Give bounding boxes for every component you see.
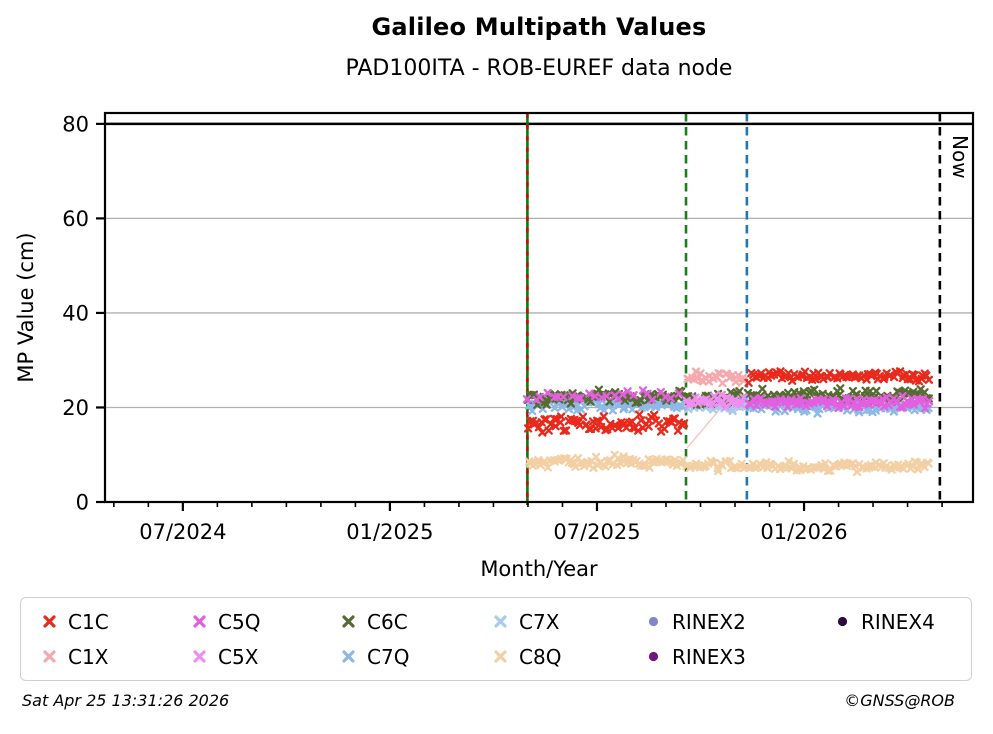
footer: Sat Apr 25 13:31:26 2026 ©GNSS@ROB <box>0 691 993 710</box>
scatter-points-c1c <box>523 410 689 437</box>
series-c8q <box>524 450 933 477</box>
y-tick-label: 0 <box>76 491 89 515</box>
c7q-marker-icon <box>342 650 355 663</box>
legend-item-c6c: C6C <box>341 612 493 632</box>
y-tick-label: 40 <box>62 301 89 325</box>
scatter-points-c1c <box>744 367 934 387</box>
rinex4-marker-icon <box>837 616 848 627</box>
scatter-points-c1x <box>683 367 749 388</box>
legend-item-rinex4: RINEX4 <box>835 612 971 632</box>
plot-frame <box>103 111 975 504</box>
legend: C1C C1X C5Q C5X C6C C7Q C7X C8Q RINEX2 RINEX3 RINE… <box>20 597 972 681</box>
legend-label-c5q: C5Q <box>218 609 261 634</box>
scatter-points-c5x <box>682 390 748 411</box>
legend-item-rinex3: RINEX3 <box>646 647 835 667</box>
c7x-marker-icon <box>494 615 507 628</box>
chart-title: Galileo Multipath Values <box>371 13 707 41</box>
legend-label-c6c: C6C <box>367 609 408 634</box>
series-c5x <box>682 390 748 411</box>
legend-item-c7x: C7X <box>493 612 646 632</box>
legend-label-c5x: C5X <box>218 644 259 669</box>
legend-label-rinex2: RINEX2 <box>672 609 746 634</box>
legend-item-c1c: C1C <box>42 612 192 632</box>
legend-label-c7x: C7X <box>519 609 560 634</box>
c1x-marker-icon <box>43 650 56 663</box>
c5q-marker-icon <box>193 615 206 628</box>
y-tick-label: 60 <box>62 207 89 231</box>
y-axis-title: MP Value (cm) <box>14 232 38 382</box>
y-tick-label: 20 <box>62 396 89 420</box>
scatter-points-c5q <box>744 392 934 413</box>
legend-label-c7q: C7Q <box>367 644 410 669</box>
legend-item-rinex2: RINEX2 <box>646 612 835 632</box>
x-axis-title: Month/Year <box>480 557 598 581</box>
c1c-marker-icon <box>43 615 56 628</box>
x-tick-label: 01/2026 <box>760 520 847 544</box>
legend-label-rinex3: RINEX3 <box>672 644 746 669</box>
legend-item-c5q: C5Q <box>192 612 341 632</box>
rinex3-marker-icon <box>648 651 659 662</box>
series-c1x <box>683 367 749 388</box>
c5x-marker-icon <box>193 650 206 663</box>
c6c-marker-icon <box>342 615 355 628</box>
scatter-points-c8q <box>524 450 688 473</box>
plot-svg: Now 0 20 40 60 80 07/2024 01/2025 07/2025 01/2026… <box>14 111 975 581</box>
scatter-points-c8q <box>744 457 933 477</box>
legend-label-c1x: C1X <box>68 644 109 669</box>
now-label: Now <box>948 135 972 179</box>
x-tick-label: 07/2024 <box>139 520 226 544</box>
scatter-points-c5q <box>522 386 684 405</box>
legend-item-c5x: C5X <box>192 647 341 667</box>
legend-label-c1c: C1C <box>68 609 109 634</box>
series-c5q <box>522 386 934 413</box>
legend-item-c1x: C1X <box>42 647 192 667</box>
copyright: ©GNSS@ROB <box>844 691 955 710</box>
series-c1c <box>523 367 934 437</box>
legend-item-c7q: C7Q <box>341 647 493 667</box>
timestamp: Sat Apr 25 13:31:26 2026 <box>22 691 230 710</box>
legend-label-c8q: C8Q <box>519 644 562 669</box>
legend-item-c8q: C8Q <box>493 647 646 667</box>
y-tick-label: 80 <box>62 112 89 136</box>
x-tick-label: 07/2025 <box>553 520 640 544</box>
x-tick-label: 01/2025 <box>346 520 433 544</box>
legend-label-rinex4: RINEX4 <box>861 609 935 634</box>
chart-subtitle: PAD100ITA - ROB-EUREF data node <box>345 56 733 81</box>
rinex2-marker-icon <box>648 616 659 627</box>
c8q-marker-icon <box>494 650 507 663</box>
scatter-points-c8q <box>682 456 749 476</box>
